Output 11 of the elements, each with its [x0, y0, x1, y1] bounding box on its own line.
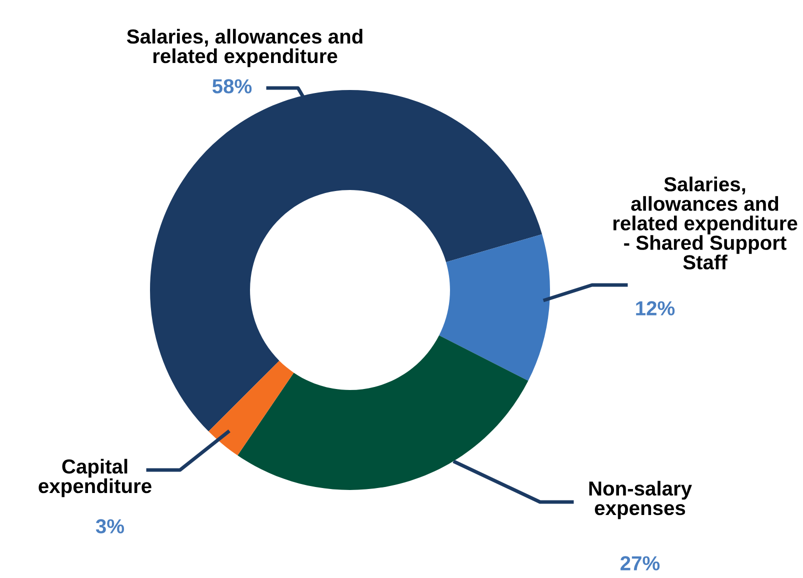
- data-label: 27%: [620, 556, 660, 570]
- slice-label: Salaries, allowances and related expenditure: [126, 28, 362, 68]
- donut-slice: [238, 335, 528, 490]
- slice-label: Non-salary expenses: [589, 480, 692, 520]
- donut-slice: [208, 360, 294, 456]
- data-label: 12%: [636, 301, 675, 316]
- data-label: 58%: [212, 79, 252, 94]
- slice-label: Capital expenditure: [38, 458, 152, 498]
- slice-label: Salaries, allowances and related expenditure - Shared Support Staff: [613, 176, 798, 270]
- donut-slice: [439, 234, 550, 381]
- data-label: 3%: [96, 519, 124, 534]
